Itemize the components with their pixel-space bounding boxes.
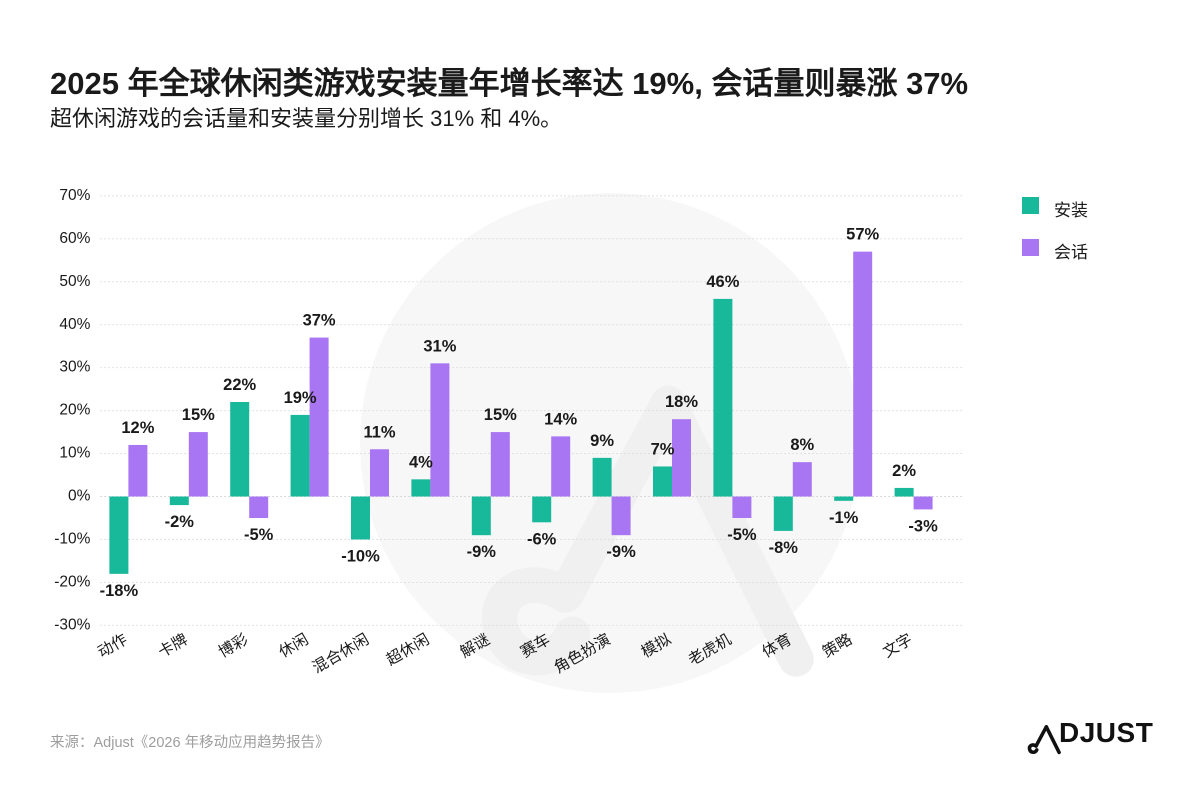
svg-text:策略: 策略 [819, 630, 855, 661]
svg-text:9%: 9% [590, 432, 614, 450]
svg-text:7%: 7% [651, 440, 675, 458]
svg-text:30%: 30% [59, 359, 90, 376]
svg-text:体育: 体育 [759, 630, 795, 661]
svg-text:动作: 动作 [95, 630, 131, 661]
svg-text:19%: 19% [284, 389, 317, 407]
svg-text:超休闲: 超休闲 [383, 630, 432, 669]
svg-text:2%: 2% [892, 462, 916, 480]
svg-text:-10%: -10% [341, 547, 380, 565]
svg-text:解谜: 解谜 [457, 630, 493, 661]
svg-text:10%: 10% [59, 445, 90, 462]
svg-text:赛车: 赛车 [517, 629, 553, 661]
svg-text:40%: 40% [59, 316, 90, 333]
svg-text:老虎机: 老虎机 [685, 630, 735, 669]
svg-text:22%: 22% [223, 376, 256, 394]
svg-text:11%: 11% [363, 423, 395, 441]
svg-text:8%: 8% [790, 436, 814, 454]
svg-text:-1%: -1% [829, 509, 859, 527]
svg-text:-30%: -30% [54, 616, 90, 633]
svg-text:15%: 15% [484, 406, 517, 424]
svg-text:18%: 18% [665, 393, 698, 411]
svg-text:混合休闲: 混合休闲 [309, 630, 372, 677]
svg-text:70%: 70% [59, 187, 90, 204]
svg-text:31%: 31% [423, 337, 456, 355]
svg-text:60%: 60% [59, 230, 90, 247]
svg-text:卡牌: 卡牌 [155, 630, 191, 661]
svg-text:博彩: 博彩 [215, 630, 251, 661]
svg-text:-18%: -18% [100, 582, 139, 600]
svg-text:14%: 14% [544, 410, 577, 428]
svg-text:休闲: 休闲 [276, 630, 312, 661]
svg-text:4%: 4% [409, 453, 433, 471]
svg-text:模拟: 模拟 [638, 630, 674, 661]
svg-text:角色扮演: 角色扮演 [551, 630, 614, 677]
svg-text:-2%: -2% [165, 513, 195, 531]
svg-text:20%: 20% [59, 402, 90, 419]
svg-text:-8%: -8% [769, 539, 799, 557]
svg-text:-9%: -9% [467, 543, 497, 561]
svg-text:-6%: -6% [527, 530, 557, 548]
svg-text:-5%: -5% [727, 526, 757, 544]
svg-text:-10%: -10% [54, 531, 90, 548]
svg-text:46%: 46% [706, 273, 739, 291]
svg-text:50%: 50% [59, 273, 90, 290]
svg-text:-20%: -20% [54, 574, 90, 591]
svg-text:-5%: -5% [244, 526, 274, 544]
svg-text:37%: 37% [303, 312, 336, 330]
svg-text:-3%: -3% [908, 517, 938, 535]
svg-text:12%: 12% [121, 419, 154, 437]
svg-text:57%: 57% [846, 226, 879, 244]
svg-text:文字: 文字 [880, 630, 916, 661]
svg-text:-9%: -9% [606, 543, 636, 561]
svg-text:15%: 15% [182, 406, 215, 424]
svg-text:0%: 0% [68, 488, 91, 505]
